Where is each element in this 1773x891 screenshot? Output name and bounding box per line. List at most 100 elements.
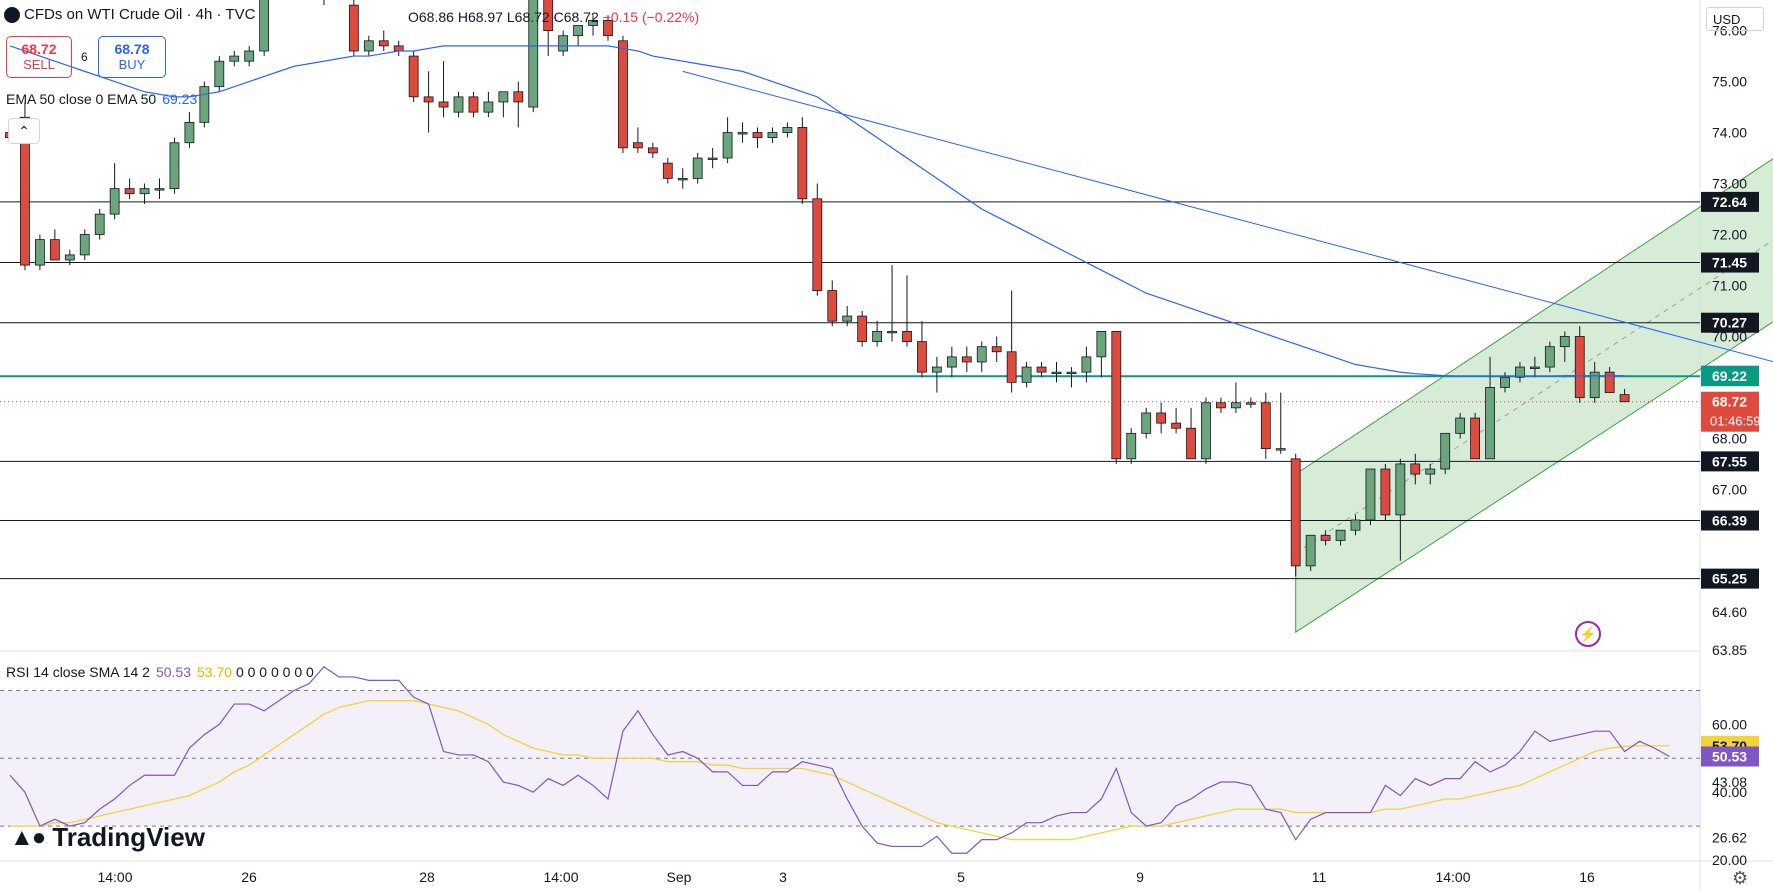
time-tick-label: 9 xyxy=(1136,869,1144,885)
candle-down xyxy=(20,116,30,266)
tradingview-logo-icon: ▲● xyxy=(10,823,46,851)
rsi-value-label: 50.53 xyxy=(1712,749,1747,765)
candle-down xyxy=(468,96,479,113)
tradingview-logo[interactable]: ▲● TradingView xyxy=(10,822,205,853)
time-tick-label: 11 xyxy=(1312,869,1327,885)
time-tick-label: 5 xyxy=(957,869,965,885)
price-label: 69.22 xyxy=(1712,368,1747,384)
candle-up xyxy=(229,55,240,62)
candle-up xyxy=(453,96,464,113)
currency-selector[interactable]: USD xyxy=(1706,7,1764,31)
price-label-box xyxy=(1701,312,1759,333)
candle-down xyxy=(1380,468,1391,516)
buy-label: BUY xyxy=(118,57,146,72)
time-tick-label: Sep xyxy=(667,869,692,885)
candle-up xyxy=(1589,371,1600,399)
sell-label: SELL xyxy=(23,57,55,72)
ema-line xyxy=(9,45,1625,377)
candle-up xyxy=(1335,529,1346,541)
time-tick-label: 14:00 xyxy=(1435,869,1470,885)
price-tick-label: 63.85 xyxy=(1712,642,1747,658)
candle-up xyxy=(692,157,703,179)
price-label: 66.39 xyxy=(1712,513,1747,529)
candle-up xyxy=(1141,412,1152,434)
rsi-legend[interactable]: RSI 14 close SMA 14 2 50.53 53.70 0 0 0 0 … xyxy=(6,664,314,680)
price-tick-label: 73.00 xyxy=(1712,176,1747,192)
candle-up xyxy=(1126,432,1137,460)
time-tick-label: 28 xyxy=(419,869,435,885)
buy-price: 68.78 xyxy=(114,41,150,57)
candle-up xyxy=(169,142,180,190)
candle-up xyxy=(154,188,165,191)
rsi-legend-name: RSI 14 close SMA 14 2 xyxy=(6,664,150,680)
candle-up xyxy=(976,346,987,363)
candle-down xyxy=(393,45,404,52)
candle-down xyxy=(543,0,554,31)
candle-down xyxy=(49,239,60,261)
candle-up xyxy=(1500,376,1510,388)
time-tick-label: 3 xyxy=(779,869,787,885)
price-label: 65.25 xyxy=(1712,571,1747,587)
candle-up xyxy=(1275,448,1286,451)
ohlc-low: L68.72 xyxy=(506,9,550,25)
rsi-tick-label: 26.62 xyxy=(1712,830,1747,846)
ohlc-high: H68.97 xyxy=(457,9,503,25)
candle-down xyxy=(513,91,524,103)
price-label-box xyxy=(1701,510,1759,531)
gear-icon[interactable]: ⚙ xyxy=(1732,868,1749,888)
chart-title[interactable]: CFDs on WTI Crude Oil · 4h · TVC xyxy=(24,6,256,23)
candle-up xyxy=(1081,356,1092,373)
candle-up xyxy=(528,0,539,108)
candle-down xyxy=(423,96,434,103)
ema-legend[interactable]: EMA 50 close 0 EMA 50 69.23 xyxy=(6,91,197,107)
candle-up xyxy=(1096,330,1107,358)
candle-down xyxy=(1320,534,1331,541)
price-tick-label: 75.00 xyxy=(1712,74,1747,90)
candle-down xyxy=(603,19,613,37)
buy-button[interactable]: 68.78 BUY xyxy=(98,36,166,78)
bar-countdown: 01:46:59 xyxy=(1710,414,1761,429)
time-tick-label: 16 xyxy=(1579,869,1595,885)
rsi-tick-label: 43.08 xyxy=(1712,774,1747,790)
rsi-sma-legend-value: 53.70 xyxy=(197,664,233,680)
candle-down xyxy=(1410,463,1421,475)
candle-down xyxy=(633,142,643,149)
rsi-value-label-box xyxy=(1701,746,1759,767)
sell-price: 68.72 xyxy=(21,41,57,57)
candle-up xyxy=(1051,371,1062,375)
candle-up xyxy=(498,91,509,103)
candle-up xyxy=(214,60,225,88)
candle-down xyxy=(902,330,912,342)
candle-up xyxy=(1455,417,1466,434)
trendline xyxy=(682,70,1773,363)
candle-down xyxy=(662,162,673,179)
candle-up xyxy=(483,101,494,113)
candle-up xyxy=(79,234,90,256)
candle-down xyxy=(1036,366,1047,373)
candle-up xyxy=(767,132,778,139)
candle-up xyxy=(1544,346,1555,368)
candle-up xyxy=(1530,366,1540,369)
candle-up xyxy=(1231,402,1241,409)
candle-down xyxy=(124,188,135,195)
candle-up xyxy=(887,330,897,334)
collapse-legend-button[interactable]: ⌃ xyxy=(8,118,40,144)
candle-up xyxy=(363,40,374,52)
candle-up xyxy=(573,25,583,37)
tradingview-wordmark: TradingView xyxy=(52,822,205,852)
sell-button[interactable]: 68.72 SELL xyxy=(6,36,72,78)
candle-down xyxy=(408,55,419,98)
time-tick-label: 26 xyxy=(241,869,257,885)
lightning-icon[interactable]: ⚡ xyxy=(1575,621,1601,647)
candle-up xyxy=(677,178,688,181)
rsi-tick-label: 40.00 xyxy=(1712,784,1747,800)
candle-down xyxy=(1156,412,1167,424)
candle-down xyxy=(991,346,1002,353)
candle-down xyxy=(1604,371,1615,393)
candle-down xyxy=(1260,402,1271,450)
candle-up xyxy=(184,121,195,144)
candle-up xyxy=(1559,336,1570,348)
ema-legend-name: EMA 50 close 0 EMA 50 xyxy=(6,91,157,107)
candle-up xyxy=(1365,468,1376,521)
